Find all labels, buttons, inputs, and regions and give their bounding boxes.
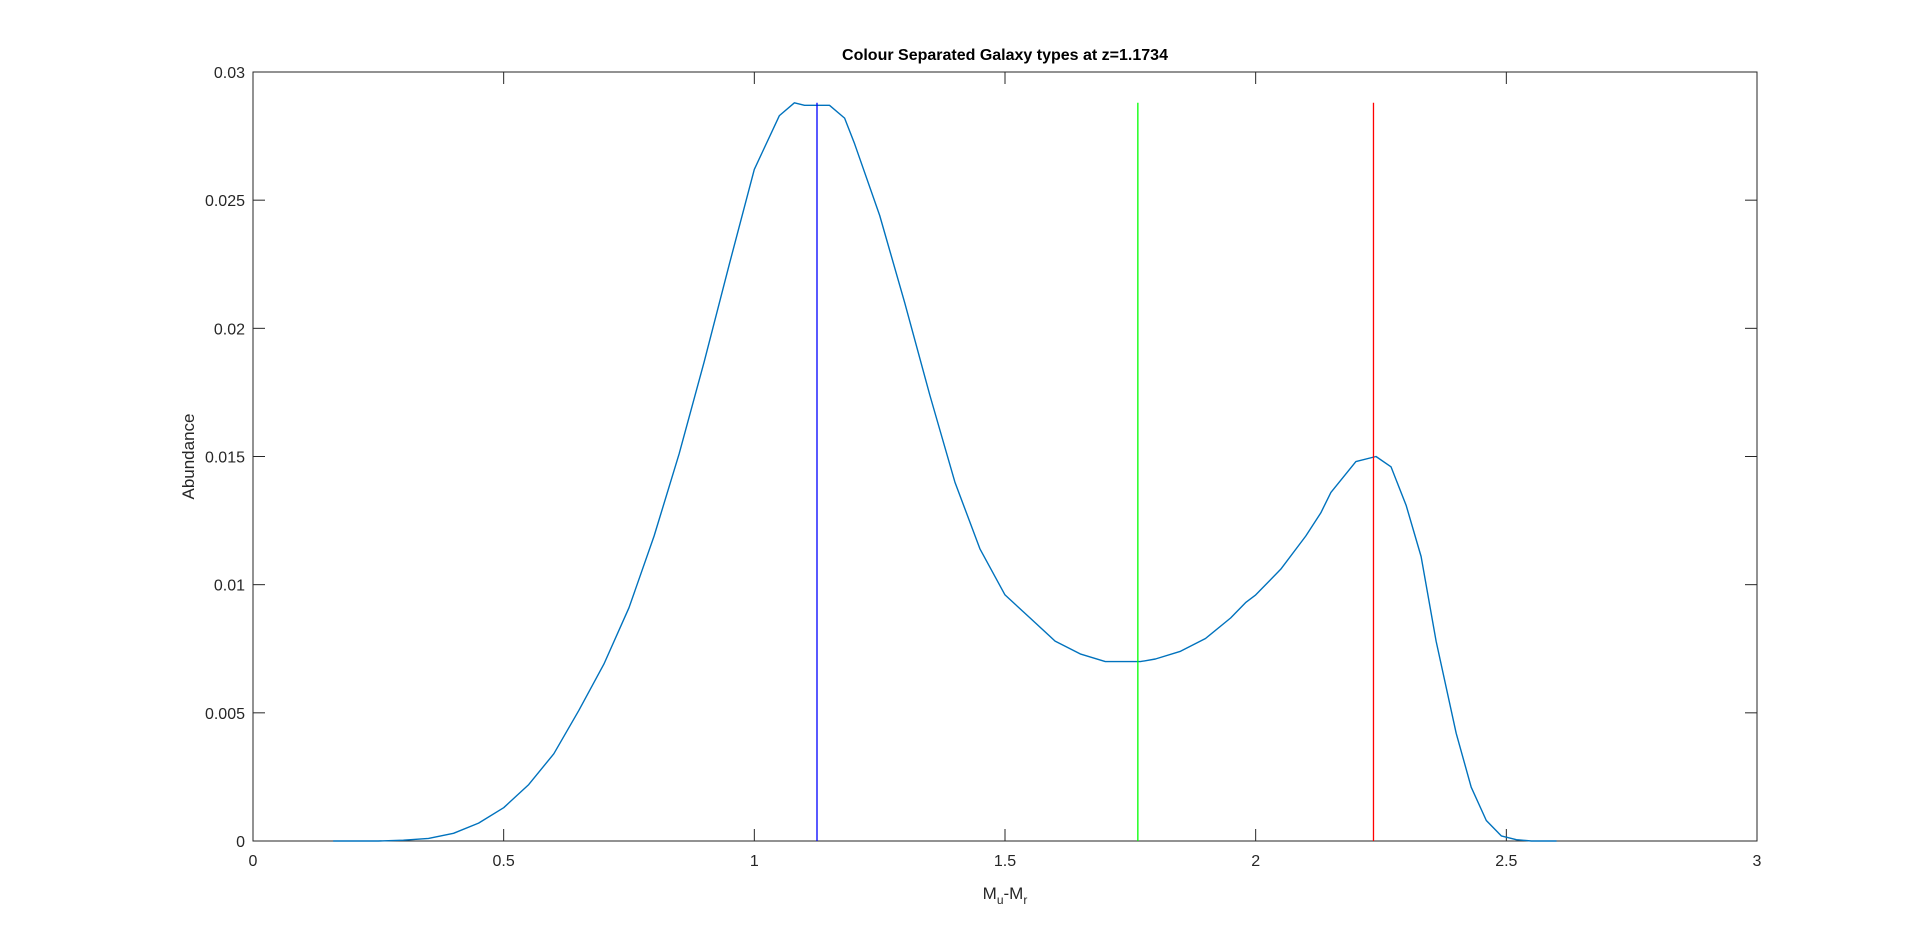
x-tick-label: 1 xyxy=(750,853,759,870)
y-axis-label: Abundance xyxy=(179,413,198,499)
y-tick-label: 0.025 xyxy=(205,193,245,210)
ticks-layer: 0 0.5 1 1.5 2 2.5 3 0 0.005 0.01 0.015 0.02 0.025 0.0… xyxy=(205,65,1762,870)
x-axis-label-base1: M xyxy=(983,884,997,903)
x-tick-label: 0.5 xyxy=(493,853,515,870)
y-tick-label: 0.02 xyxy=(214,321,245,338)
x-axis-label: Mu-Mr xyxy=(983,884,1028,907)
x-tick-label: 1.5 xyxy=(994,853,1016,870)
x-axis-label-sub2: r xyxy=(1023,893,1027,907)
plot-area xyxy=(252,71,1758,842)
x-tick-label: 0 xyxy=(249,853,258,870)
y-tick-label: 0.015 xyxy=(205,450,245,467)
y-tick-label: 0 xyxy=(236,834,245,851)
chart-title: Colour Separated Galaxy types at z=1.173… xyxy=(842,47,1168,64)
y-tick-label: 0.005 xyxy=(205,706,245,723)
x-tick-label: 2.5 xyxy=(1495,853,1517,870)
y-tick-label: 0.03 xyxy=(214,65,245,82)
x-axis-label-sep: -M xyxy=(1004,884,1024,903)
series-line xyxy=(333,102,1557,842)
y-tick-label: 0.01 xyxy=(214,578,245,595)
lines-layer xyxy=(333,102,1557,842)
x-axis-label-sub1: u xyxy=(997,893,1004,907)
x-tick-label: 2 xyxy=(1251,853,1260,870)
x-tick-label: 3 xyxy=(1753,853,1762,870)
